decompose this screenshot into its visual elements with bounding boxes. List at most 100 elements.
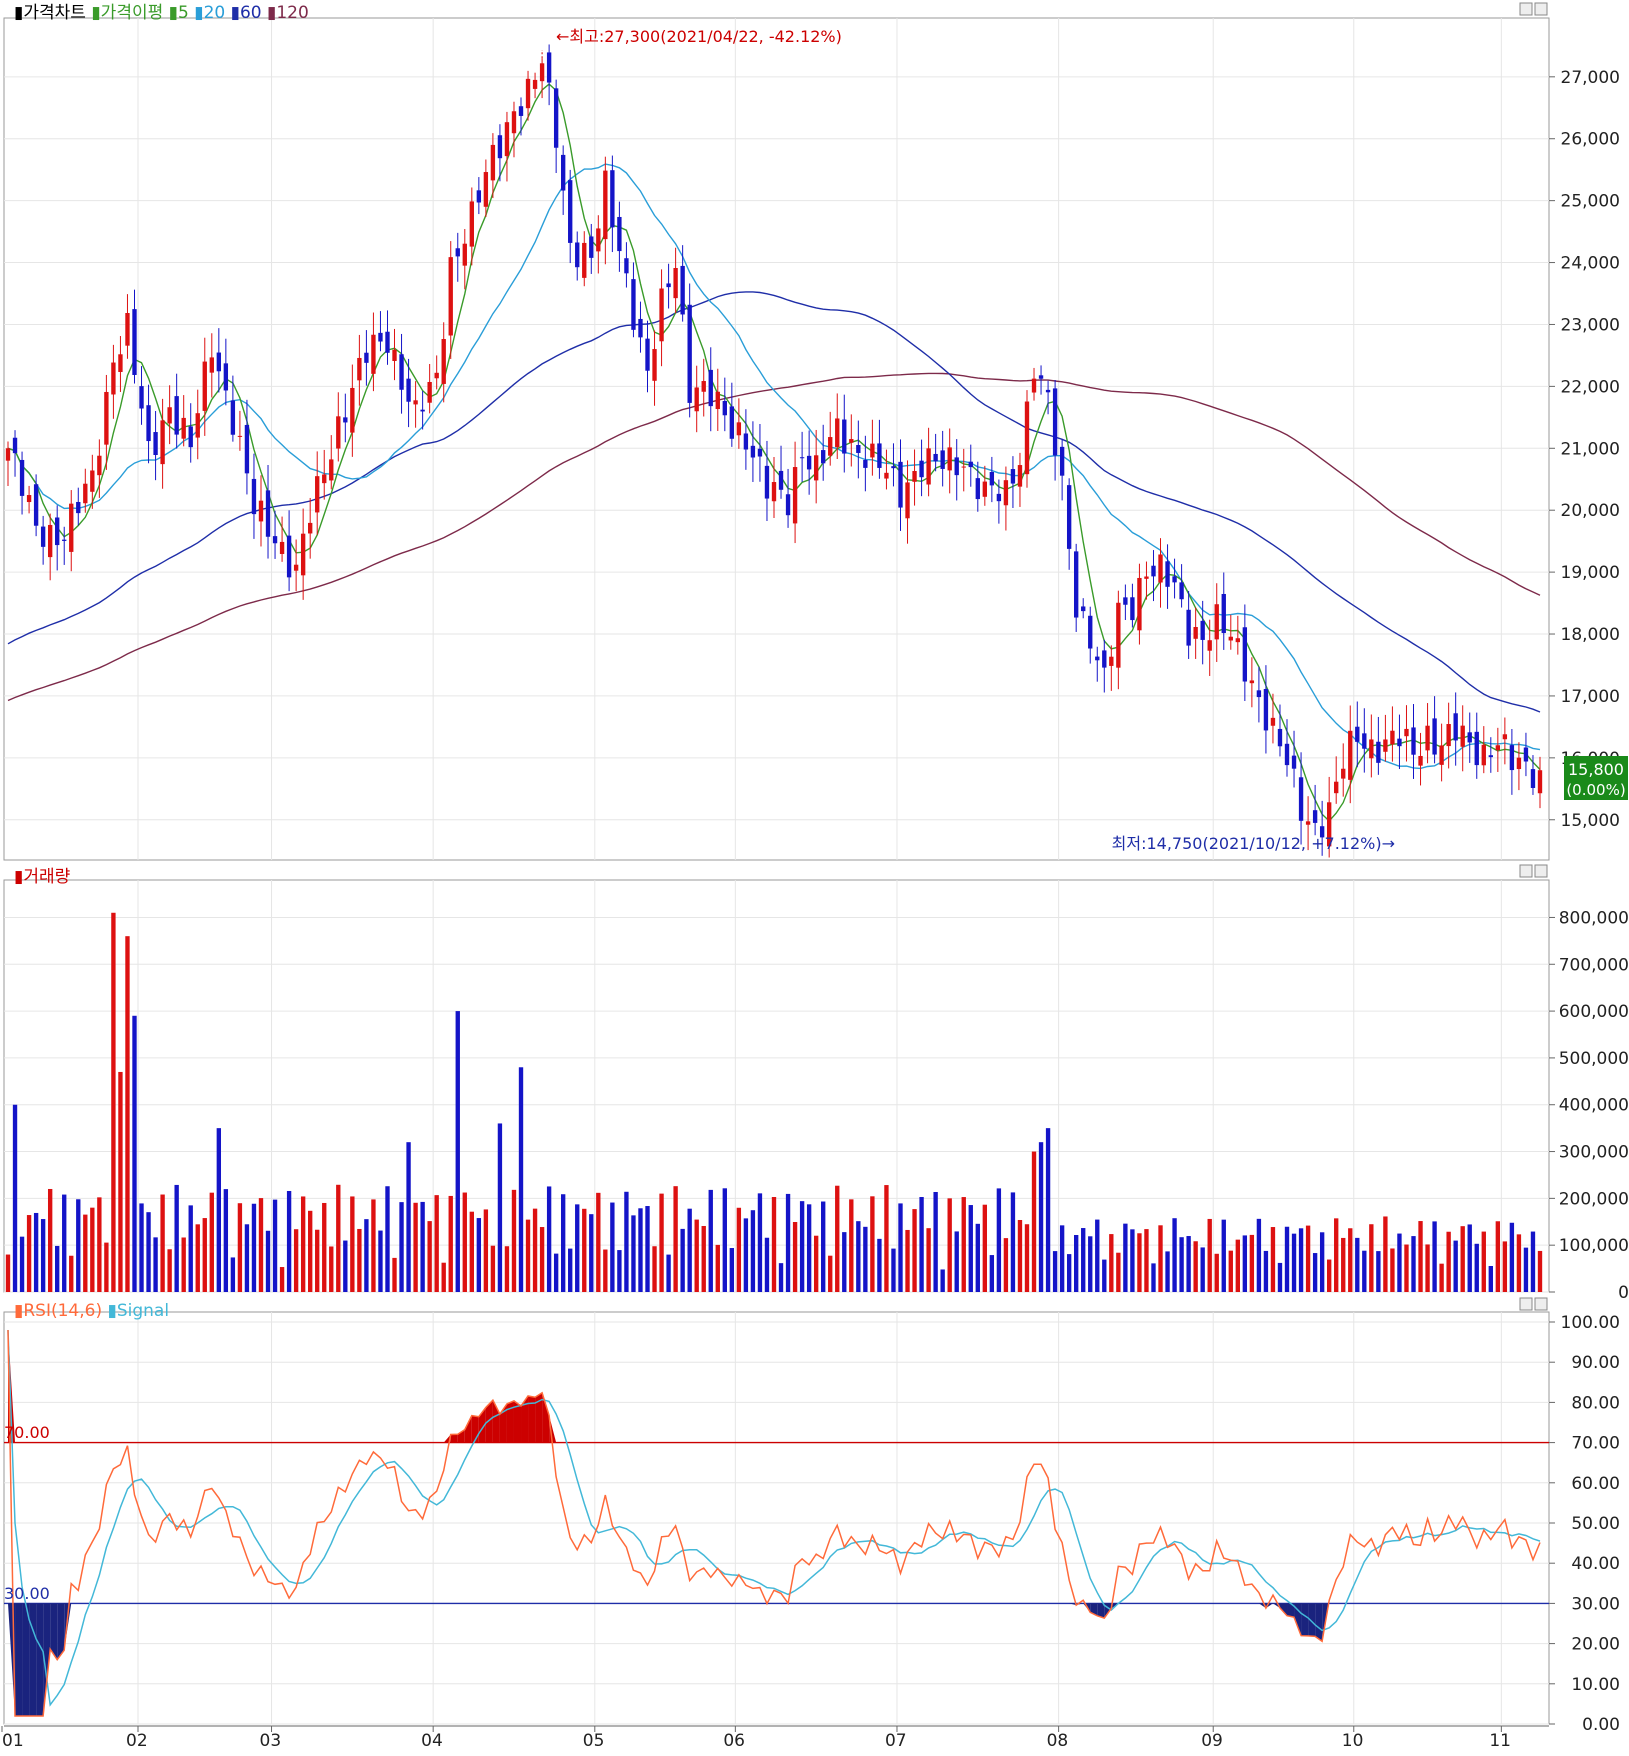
volume-bar (210, 1193, 214, 1292)
legend-item: ▮5 (163, 3, 189, 23)
volume-bar (252, 1204, 256, 1292)
volume-bar (1011, 1192, 1015, 1292)
rsi-oversold-fill (22, 1603, 29, 1716)
y-tick-label: 0.00 (1582, 1715, 1620, 1735)
volume-bar (603, 1250, 607, 1292)
candle-body (1172, 576, 1176, 582)
rsi-panel[interactable]: 100.0090.0080.0070.0060.0050.0040.0030.0… (4, 1298, 1620, 1735)
candle-body (62, 540, 66, 541)
volume-bar (779, 1263, 783, 1292)
candle-body (540, 63, 544, 81)
rsi-upper-label: 70.00 (4, 1423, 50, 1442)
candle-body (645, 339, 649, 371)
legend-item: ▮120 (262, 3, 309, 23)
candle-body (308, 523, 312, 534)
candle-body (730, 406, 734, 438)
volume-bar (842, 1232, 846, 1292)
volume-bar (1496, 1221, 1500, 1292)
y-tick-label: 300,000 (1559, 1143, 1629, 1163)
low-annotation: 최저:14,750(2021/10/12, +7.12%)→ (1112, 834, 1395, 853)
candle-body (427, 382, 431, 403)
volume-bar (589, 1214, 593, 1292)
candle-body (1292, 756, 1296, 769)
candle-body (1179, 582, 1183, 599)
y-tick-label: 60.00 (1571, 1474, 1620, 1494)
volume-bar (97, 1197, 101, 1292)
candle-body (969, 462, 973, 467)
volume-bar (315, 1230, 319, 1292)
candle-body (997, 494, 1001, 501)
volume-bar (34, 1213, 38, 1292)
candle-body (1376, 742, 1380, 763)
candle-body (294, 565, 298, 571)
candle-body (1461, 726, 1465, 747)
volume-bar (652, 1246, 656, 1292)
x-tick-label: 07 (885, 1731, 907, 1751)
candle-body (1123, 597, 1127, 604)
panel-close-icon[interactable] (1535, 1298, 1547, 1310)
candle-body (104, 392, 108, 445)
volume-bar (695, 1220, 699, 1292)
volume-bar (645, 1206, 649, 1292)
panel-close-icon[interactable] (1535, 865, 1547, 877)
candle-body (13, 438, 17, 453)
panel-minimize-icon[interactable] (1520, 1298, 1532, 1310)
candle-body (435, 373, 439, 378)
volume-bar (912, 1209, 916, 1292)
candle-body (926, 448, 930, 484)
panel-minimize-icon[interactable] (1520, 865, 1532, 877)
volume-bar (666, 1255, 670, 1292)
candle-body (287, 536, 291, 578)
volume-bar (491, 1246, 495, 1292)
rsi-legend: ▮RSI(14,6) ▮Signal (14, 1301, 169, 1321)
candle-body (1453, 713, 1457, 740)
panel-minimize-icon[interactable] (1520, 3, 1532, 15)
candle-body (20, 460, 24, 496)
volume-bar (898, 1203, 902, 1292)
volume-bar (1130, 1229, 1134, 1292)
legend-item: ▮60 (225, 3, 261, 23)
rsi-oversold-fill (36, 1603, 43, 1716)
volume-bar (1369, 1224, 1373, 1292)
x-tick-label: 04 (421, 1731, 443, 1751)
candle-body (1004, 480, 1008, 505)
candle-body (1271, 718, 1275, 726)
candle-body (1109, 657, 1113, 666)
candle-body (1425, 726, 1429, 751)
candle-body (252, 479, 256, 514)
volume-bar (69, 1256, 73, 1292)
candle-body (1130, 597, 1134, 620)
candle-body (1348, 731, 1352, 780)
volume-bar (378, 1231, 382, 1292)
candle-body (533, 80, 537, 89)
volume-bar (519, 1067, 523, 1292)
volume-bar (1320, 1232, 1324, 1292)
candle-body (919, 461, 923, 478)
volume-bar (905, 1230, 909, 1292)
volume-bar (1264, 1251, 1268, 1292)
volume-bar (1088, 1236, 1092, 1292)
volume-bar (1186, 1236, 1190, 1292)
high-annotation: ←최고:27,300(2021/04/22, -42.12%) (556, 27, 842, 46)
volume-bar (758, 1193, 762, 1292)
y-tick-label: 70.00 (1571, 1434, 1620, 1454)
volume-bar (273, 1200, 277, 1292)
volume-bar (568, 1249, 572, 1292)
price-panel[interactable]: 27,00026,00025,00024,00023,00022,00021,0… (4, 3, 1628, 860)
volume-panel[interactable]: 800,000700,000600,000500,000400,000300,0… (4, 865, 1629, 1303)
volume-bar (1025, 1224, 1029, 1292)
candle-body (807, 456, 811, 470)
volume-bar (160, 1195, 164, 1292)
volume-bar (111, 913, 115, 1292)
candle-body (238, 436, 242, 437)
candle-body (983, 482, 987, 497)
candle-body (224, 363, 228, 390)
panel-close-icon[interactable] (1535, 3, 1547, 15)
candle-body (139, 386, 143, 408)
volume-bar (1271, 1227, 1275, 1292)
volume-bar (1285, 1227, 1289, 1292)
volume-bar (1102, 1260, 1106, 1292)
candle-body (751, 446, 755, 458)
volume-bar (90, 1208, 94, 1292)
